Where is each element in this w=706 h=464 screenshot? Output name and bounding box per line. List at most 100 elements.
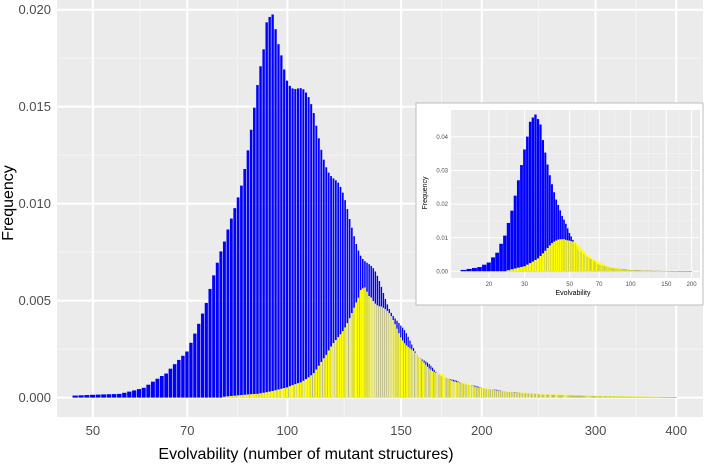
x-tick-label: 150 <box>661 282 672 288</box>
histogram-bar <box>631 396 632 398</box>
inset-x-tick-labels: 20 30 50 70 100 150 200 <box>486 282 698 288</box>
histogram-bar <box>688 271 689 272</box>
inset-bars <box>460 114 692 272</box>
histogram-bar <box>229 218 233 398</box>
histogram-bar <box>605 265 607 272</box>
histogram-bar <box>676 271 678 272</box>
histogram-bar <box>577 244 579 272</box>
histogram-bar <box>332 178 335 398</box>
histogram-bar <box>469 384 471 398</box>
histogram-bar <box>208 288 212 398</box>
inset-x-axis-label: Evolvability <box>555 290 591 297</box>
histogram-bar <box>677 271 678 272</box>
y-tick-label: 0.010 <box>18 196 51 211</box>
histogram-bar <box>614 395 615 398</box>
histogram-bar <box>600 395 602 398</box>
histogram-bar <box>662 270 664 272</box>
histogram-bar <box>507 391 509 398</box>
histogram-bar <box>590 395 591 398</box>
histogram-bar <box>674 271 676 272</box>
histogram-bar <box>601 263 603 272</box>
x-tick-label: 100 <box>276 423 298 438</box>
histogram-bar <box>654 396 656 398</box>
histogram-bar <box>586 395 588 398</box>
histogram-bar <box>364 287 366 398</box>
histogram-bar <box>630 269 631 272</box>
histogram-bar <box>164 373 169 398</box>
histogram-bar <box>639 396 640 398</box>
histogram-bar <box>661 396 663 398</box>
histogram-bar <box>568 240 571 272</box>
histogram-bar <box>667 396 668 398</box>
histogram-bar <box>541 393 543 398</box>
histogram-bar <box>386 310 389 398</box>
inset-y-axis-label: Frequency <box>422 176 429 210</box>
histogram-bar <box>382 307 385 398</box>
histogram-bar <box>653 270 654 272</box>
histogram-bar <box>674 271 676 272</box>
histogram-bar <box>448 378 450 398</box>
histogram-bar <box>621 396 623 398</box>
histogram-bar <box>185 351 189 398</box>
histogram-bar <box>616 395 618 398</box>
histogram-bar <box>421 360 423 398</box>
histogram-bar <box>443 375 445 398</box>
histogram-bar <box>641 270 643 272</box>
histogram-bar <box>630 396 631 398</box>
histogram-bar <box>612 395 613 398</box>
histogram-bar <box>283 388 286 398</box>
inset-gridlines <box>451 110 700 278</box>
histogram-bar <box>259 393 262 398</box>
histogram-bar <box>687 271 688 272</box>
histogram-bar <box>262 49 265 398</box>
histogram-bar <box>652 270 654 272</box>
histogram-bar <box>636 270 638 272</box>
histogram-bar <box>127 391 132 398</box>
histogram-bar <box>440 373 442 398</box>
histogram-bar <box>317 138 320 398</box>
histogram-bar <box>426 366 429 398</box>
histogram-bar <box>414 352 416 398</box>
histogram-bar <box>159 376 164 398</box>
histogram-bar <box>631 269 633 272</box>
histogram-bar <box>589 395 591 398</box>
histogram-bar <box>348 219 351 398</box>
histogram-bar <box>564 394 566 398</box>
histogram-bar <box>690 271 692 272</box>
histogram-bar <box>580 247 582 272</box>
histogram-bar <box>520 392 522 398</box>
histogram-bar <box>346 323 349 398</box>
histogram-bar <box>533 393 535 398</box>
histogram-bar <box>236 395 240 398</box>
histogram-bar <box>656 270 657 272</box>
histogram-bar <box>500 390 501 398</box>
histogram-bar <box>588 395 590 398</box>
histogram-bar <box>368 295 370 398</box>
histogram-bar <box>312 373 315 398</box>
histogram-bar <box>528 392 530 398</box>
histogram-bar <box>687 271 689 272</box>
histogram-bar <box>526 264 529 272</box>
histogram-bar <box>268 16 271 398</box>
histogram-bar <box>212 275 216 398</box>
histogram-bar <box>656 396 657 398</box>
histogram-bar <box>640 270 641 272</box>
histogram-bar <box>407 346 409 398</box>
histogram-bar <box>460 382 462 398</box>
histogram-bar <box>483 388 485 398</box>
histogram-bar <box>551 184 553 272</box>
histogram-bar <box>612 267 614 272</box>
histogram-bar <box>657 396 658 398</box>
histogram-bar <box>689 271 690 272</box>
histogram-bar <box>691 271 692 272</box>
histogram-bar <box>280 55 283 398</box>
histogram-bar <box>602 395 604 398</box>
y-tick-label: 0.005 <box>18 293 51 308</box>
histogram-bar <box>610 267 612 272</box>
histogram-bar <box>504 391 505 398</box>
histogram-bar <box>233 208 237 398</box>
histogram-bar <box>488 388 489 398</box>
histogram-bar <box>526 136 529 272</box>
histogram-bar <box>362 288 364 398</box>
histogram-bar <box>465 383 467 398</box>
